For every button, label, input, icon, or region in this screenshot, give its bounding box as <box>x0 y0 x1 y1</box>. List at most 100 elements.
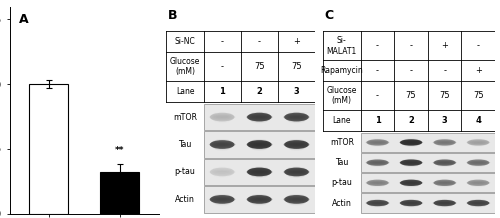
Ellipse shape <box>400 160 422 164</box>
Ellipse shape <box>284 196 308 201</box>
Ellipse shape <box>432 201 456 205</box>
Ellipse shape <box>366 160 388 164</box>
Ellipse shape <box>400 201 422 204</box>
Ellipse shape <box>436 199 453 203</box>
Bar <box>361 133 495 152</box>
Ellipse shape <box>402 182 421 186</box>
Ellipse shape <box>209 170 236 174</box>
Ellipse shape <box>366 141 388 145</box>
Ellipse shape <box>435 180 454 183</box>
Ellipse shape <box>287 145 306 150</box>
Ellipse shape <box>366 201 388 204</box>
Ellipse shape <box>366 182 388 185</box>
Ellipse shape <box>250 167 268 172</box>
Ellipse shape <box>250 112 268 117</box>
Ellipse shape <box>400 182 422 185</box>
Ellipse shape <box>402 183 419 187</box>
Ellipse shape <box>468 180 488 183</box>
Text: Glucose
(mM): Glucose (mM) <box>326 86 357 105</box>
Text: 75: 75 <box>291 62 302 71</box>
Ellipse shape <box>366 181 388 184</box>
Ellipse shape <box>436 163 453 166</box>
Ellipse shape <box>435 203 454 206</box>
Ellipse shape <box>366 200 388 206</box>
Text: 1: 1 <box>219 87 225 96</box>
Ellipse shape <box>369 143 386 146</box>
Ellipse shape <box>248 114 272 119</box>
Ellipse shape <box>399 141 423 144</box>
Ellipse shape <box>466 201 490 205</box>
Ellipse shape <box>212 140 233 145</box>
Ellipse shape <box>368 203 387 206</box>
Ellipse shape <box>468 162 488 166</box>
Ellipse shape <box>434 200 456 206</box>
Ellipse shape <box>210 195 234 204</box>
Ellipse shape <box>468 182 488 186</box>
Ellipse shape <box>368 182 387 186</box>
Ellipse shape <box>213 194 232 199</box>
Text: mTOR: mTOR <box>330 138 354 147</box>
Bar <box>204 186 315 213</box>
Ellipse shape <box>369 139 386 142</box>
Text: 1: 1 <box>374 116 380 125</box>
Ellipse shape <box>402 139 419 142</box>
Ellipse shape <box>250 139 268 144</box>
Ellipse shape <box>246 197 272 202</box>
Text: 75: 75 <box>473 91 484 100</box>
Ellipse shape <box>287 118 306 122</box>
Ellipse shape <box>402 143 419 146</box>
Ellipse shape <box>209 197 236 202</box>
Ellipse shape <box>366 162 388 165</box>
Ellipse shape <box>209 142 236 147</box>
Text: 2: 2 <box>408 116 414 125</box>
Ellipse shape <box>402 159 419 162</box>
Ellipse shape <box>400 139 422 146</box>
Ellipse shape <box>467 180 489 186</box>
Ellipse shape <box>212 195 233 200</box>
Ellipse shape <box>283 170 310 174</box>
Ellipse shape <box>369 199 386 203</box>
Ellipse shape <box>436 159 453 162</box>
Ellipse shape <box>210 143 234 148</box>
Ellipse shape <box>283 197 310 202</box>
Ellipse shape <box>434 202 456 205</box>
Ellipse shape <box>467 139 489 146</box>
Ellipse shape <box>368 180 387 183</box>
Ellipse shape <box>468 162 489 165</box>
Ellipse shape <box>247 113 272 121</box>
Ellipse shape <box>248 168 270 172</box>
Ellipse shape <box>402 160 421 163</box>
Text: 3: 3 <box>442 116 448 125</box>
Text: p-tau: p-tau <box>332 178 352 187</box>
Ellipse shape <box>248 116 272 120</box>
Ellipse shape <box>434 162 456 165</box>
Text: Lane: Lane <box>332 116 351 125</box>
Text: 75: 75 <box>254 62 264 71</box>
Ellipse shape <box>366 201 390 205</box>
Ellipse shape <box>436 179 453 182</box>
Ellipse shape <box>248 198 272 203</box>
Ellipse shape <box>434 141 456 145</box>
Ellipse shape <box>248 169 272 173</box>
Ellipse shape <box>210 198 234 203</box>
Ellipse shape <box>286 199 307 204</box>
Ellipse shape <box>284 170 308 175</box>
Text: -: - <box>220 62 224 71</box>
Ellipse shape <box>284 113 309 121</box>
Bar <box>361 193 495 213</box>
Ellipse shape <box>369 203 386 207</box>
Text: 75: 75 <box>406 91 416 100</box>
Ellipse shape <box>210 140 234 149</box>
Ellipse shape <box>467 200 489 206</box>
Ellipse shape <box>402 180 421 183</box>
Ellipse shape <box>468 160 488 163</box>
Ellipse shape <box>434 181 456 184</box>
Ellipse shape <box>468 141 489 145</box>
Text: Si-NC: Si-NC <box>174 37 196 46</box>
Text: Actin: Actin <box>332 199 352 208</box>
Ellipse shape <box>366 202 388 205</box>
Ellipse shape <box>248 170 272 175</box>
Ellipse shape <box>468 142 488 146</box>
Ellipse shape <box>470 199 486 203</box>
Ellipse shape <box>369 163 386 166</box>
